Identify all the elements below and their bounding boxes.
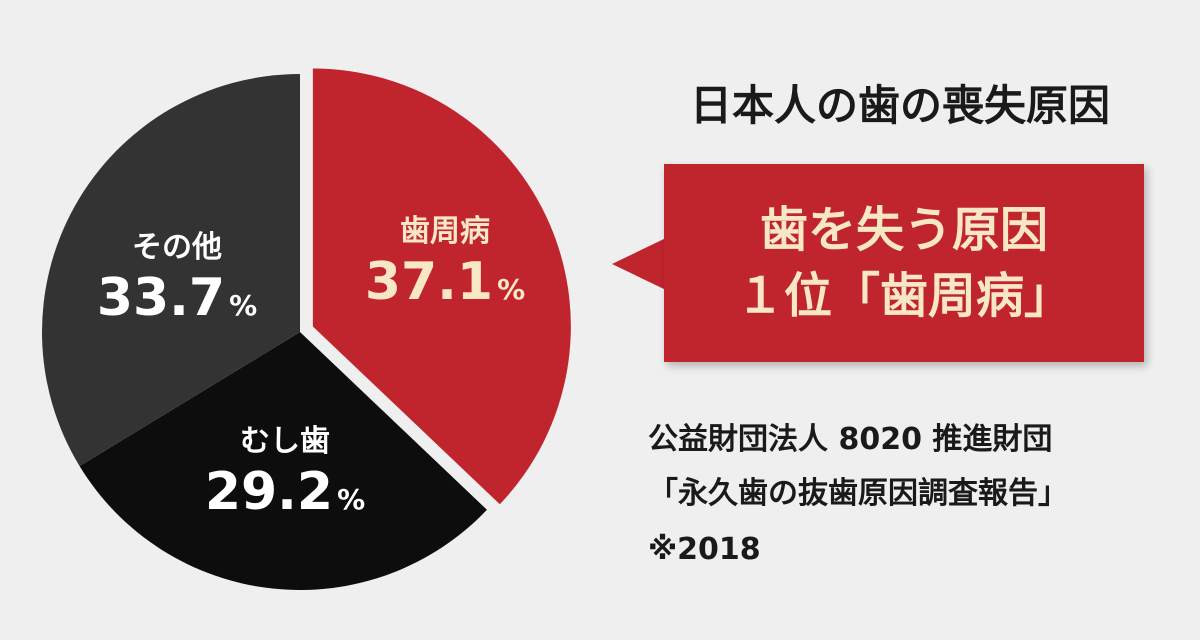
chart-title: 日本人の歯の喪失原因 <box>689 81 1110 130</box>
pie-chart <box>41 68 571 590</box>
callout-box: 歯を失う原因 １位「歯周病」 <box>664 164 1144 362</box>
slice-label-periodontal: 歯周病 37.1% <box>330 212 560 320</box>
slice-value-other: 33.7% <box>96 268 258 328</box>
unit-caries: % <box>337 483 366 516</box>
slice-name-other: その他 <box>132 230 222 265</box>
callout-pointer <box>612 238 666 290</box>
slice-label-caries: むし歯 29.2% <box>170 422 400 530</box>
slice-label-other: その他 33.7% <box>62 228 292 336</box>
slice-value-caries: 29.2% <box>204 462 366 522</box>
unit-other: % <box>229 289 258 322</box>
slice-name-caries: むし歯 <box>240 424 330 459</box>
pie-slice-caries <box>79 332 487 590</box>
callout-line2: １位「歯周病」 <box>735 268 1072 324</box>
source-year: ※2018 <box>648 532 761 567</box>
pie-slice-other <box>41 74 300 467</box>
unit-periodontal: % <box>497 273 526 306</box>
callout-line1: 歯を失う原因 <box>759 202 1048 258</box>
pie-slice-periodontal <box>312 68 571 505</box>
source-report-title: 「永久歯の抜歯原因調査報告」 <box>648 476 1068 511</box>
slice-value-periodontal: 37.1% <box>364 252 526 312</box>
slice-name-periodontal: 歯周病 <box>400 214 490 249</box>
source-organization: 公益財団法人 8020 推進財団 <box>648 422 1053 457</box>
